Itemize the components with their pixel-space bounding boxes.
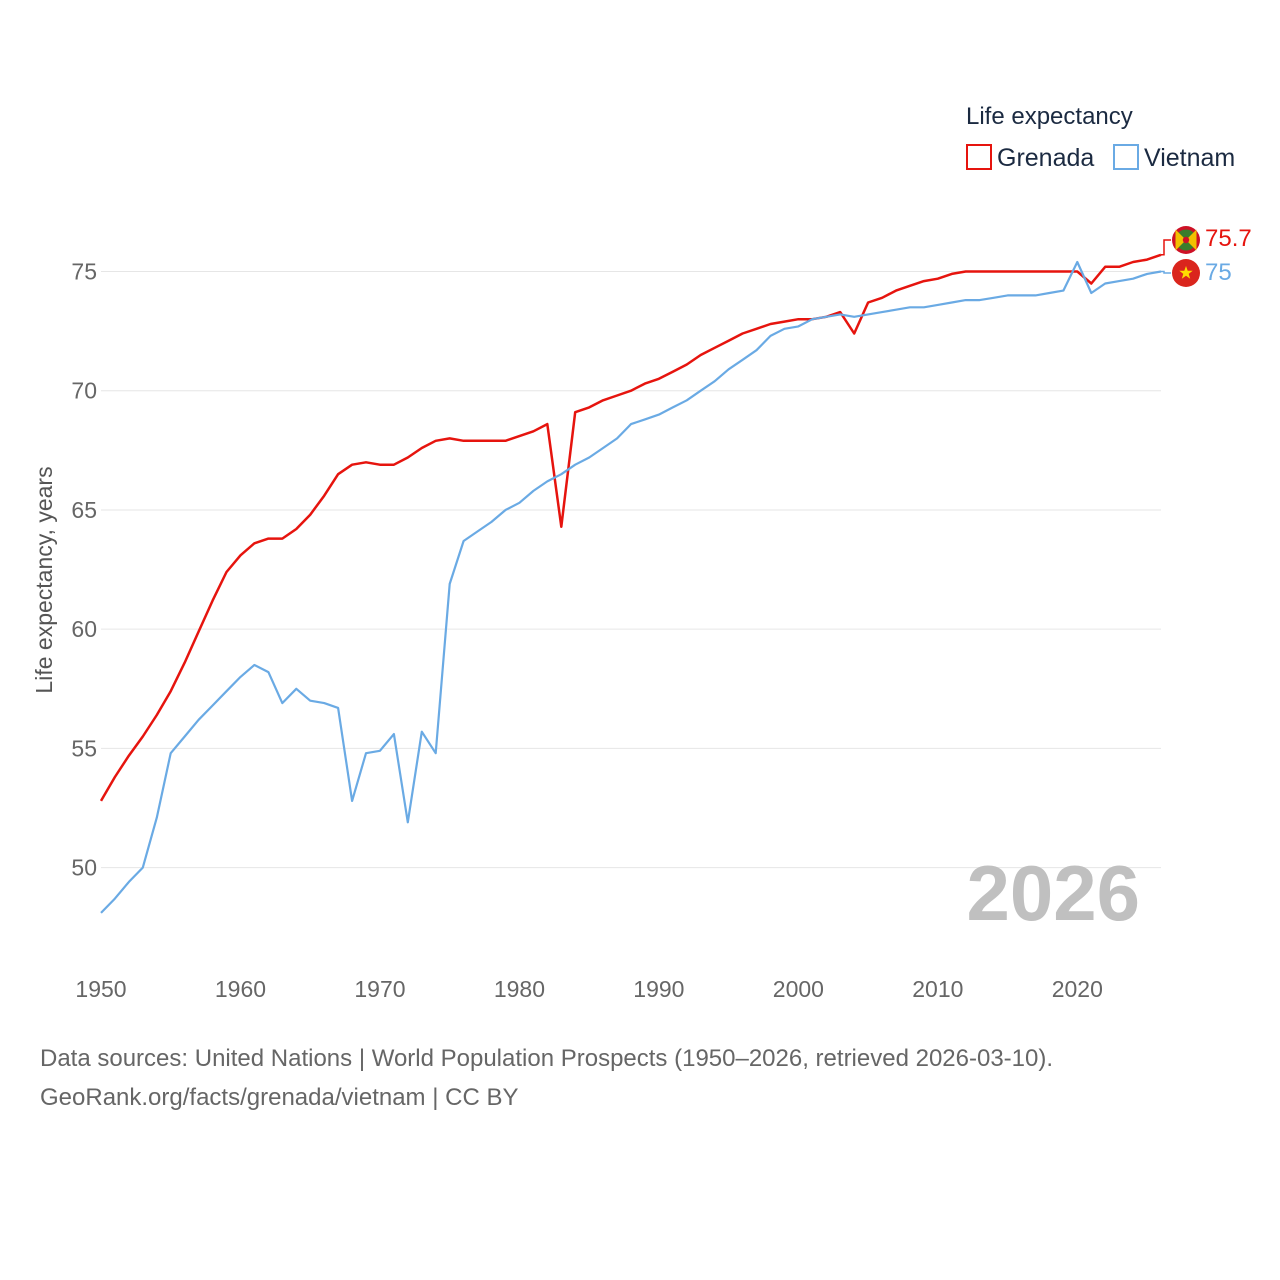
grenada-flag-icon	[1172, 226, 1200, 254]
legend-swatch-grenada	[966, 144, 992, 170]
legend-item-grenada[interactable]: Grenada	[966, 144, 1094, 172]
legend-swatch-vietnam	[1113, 144, 1139, 170]
series-line-vietnam	[100, 260, 1162, 914]
legend-item-vietnam[interactable]: Vietnam	[1113, 144, 1235, 172]
end-marker-vietnam: 75	[1161, 259, 1232, 287]
y-axis-ticks: 50 55 60 65 70 75	[71, 259, 97, 881]
legend-label-vietnam: Vietnam	[1144, 144, 1235, 172]
footer-sources: Data sources: United Nations | World Pop…	[40, 1045, 1054, 1072]
gridlines	[101, 271, 1161, 869]
x-tick-label: 2010	[912, 976, 963, 1002]
current-year-label: 2026	[966, 849, 1140, 937]
x-tick-label: 1990	[633, 976, 684, 1002]
legend[interactable]: Life expectancy Grenada Vietnam	[966, 103, 1235, 172]
x-tick-label: 1960	[215, 976, 266, 1002]
y-tick-label: 50	[71, 855, 97, 881]
end-leader-vietnam	[1161, 270, 1171, 274]
x-tick-label: 1970	[354, 976, 405, 1002]
end-leader-grenada	[1161, 239, 1171, 256]
vietnam-flag-icon	[1172, 259, 1200, 287]
y-tick-label: 70	[71, 378, 97, 404]
x-axis-ticks: 1950 1960 1970 1980 1990 2000 2010 2020	[75, 976, 1102, 1002]
y-axis-label: Life expectancy, years	[31, 466, 57, 693]
footer-credit[interactable]: GeoRank.org/facts/grenada/vietnam | CC B…	[40, 1084, 519, 1111]
legend-label-grenada: Grenada	[997, 144, 1094, 172]
y-tick-label: 75	[71, 259, 97, 285]
series-lines	[99, 253, 1162, 914]
end-label-vietnam: 75	[1205, 259, 1232, 286]
x-tick-label: 1980	[494, 976, 545, 1002]
series-line-grenada	[99, 253, 1162, 802]
x-tick-label: 1950	[75, 976, 126, 1002]
legend-title: Life expectancy	[966, 103, 1133, 130]
end-label-grenada: 75.7	[1205, 225, 1252, 252]
y-tick-label: 55	[71, 735, 97, 761]
x-tick-label: 2000	[773, 976, 824, 1002]
y-tick-label: 65	[71, 497, 97, 523]
x-tick-label: 2020	[1052, 976, 1103, 1002]
end-marker-grenada: 75.7	[1161, 225, 1252, 256]
y-tick-label: 60	[71, 616, 97, 642]
